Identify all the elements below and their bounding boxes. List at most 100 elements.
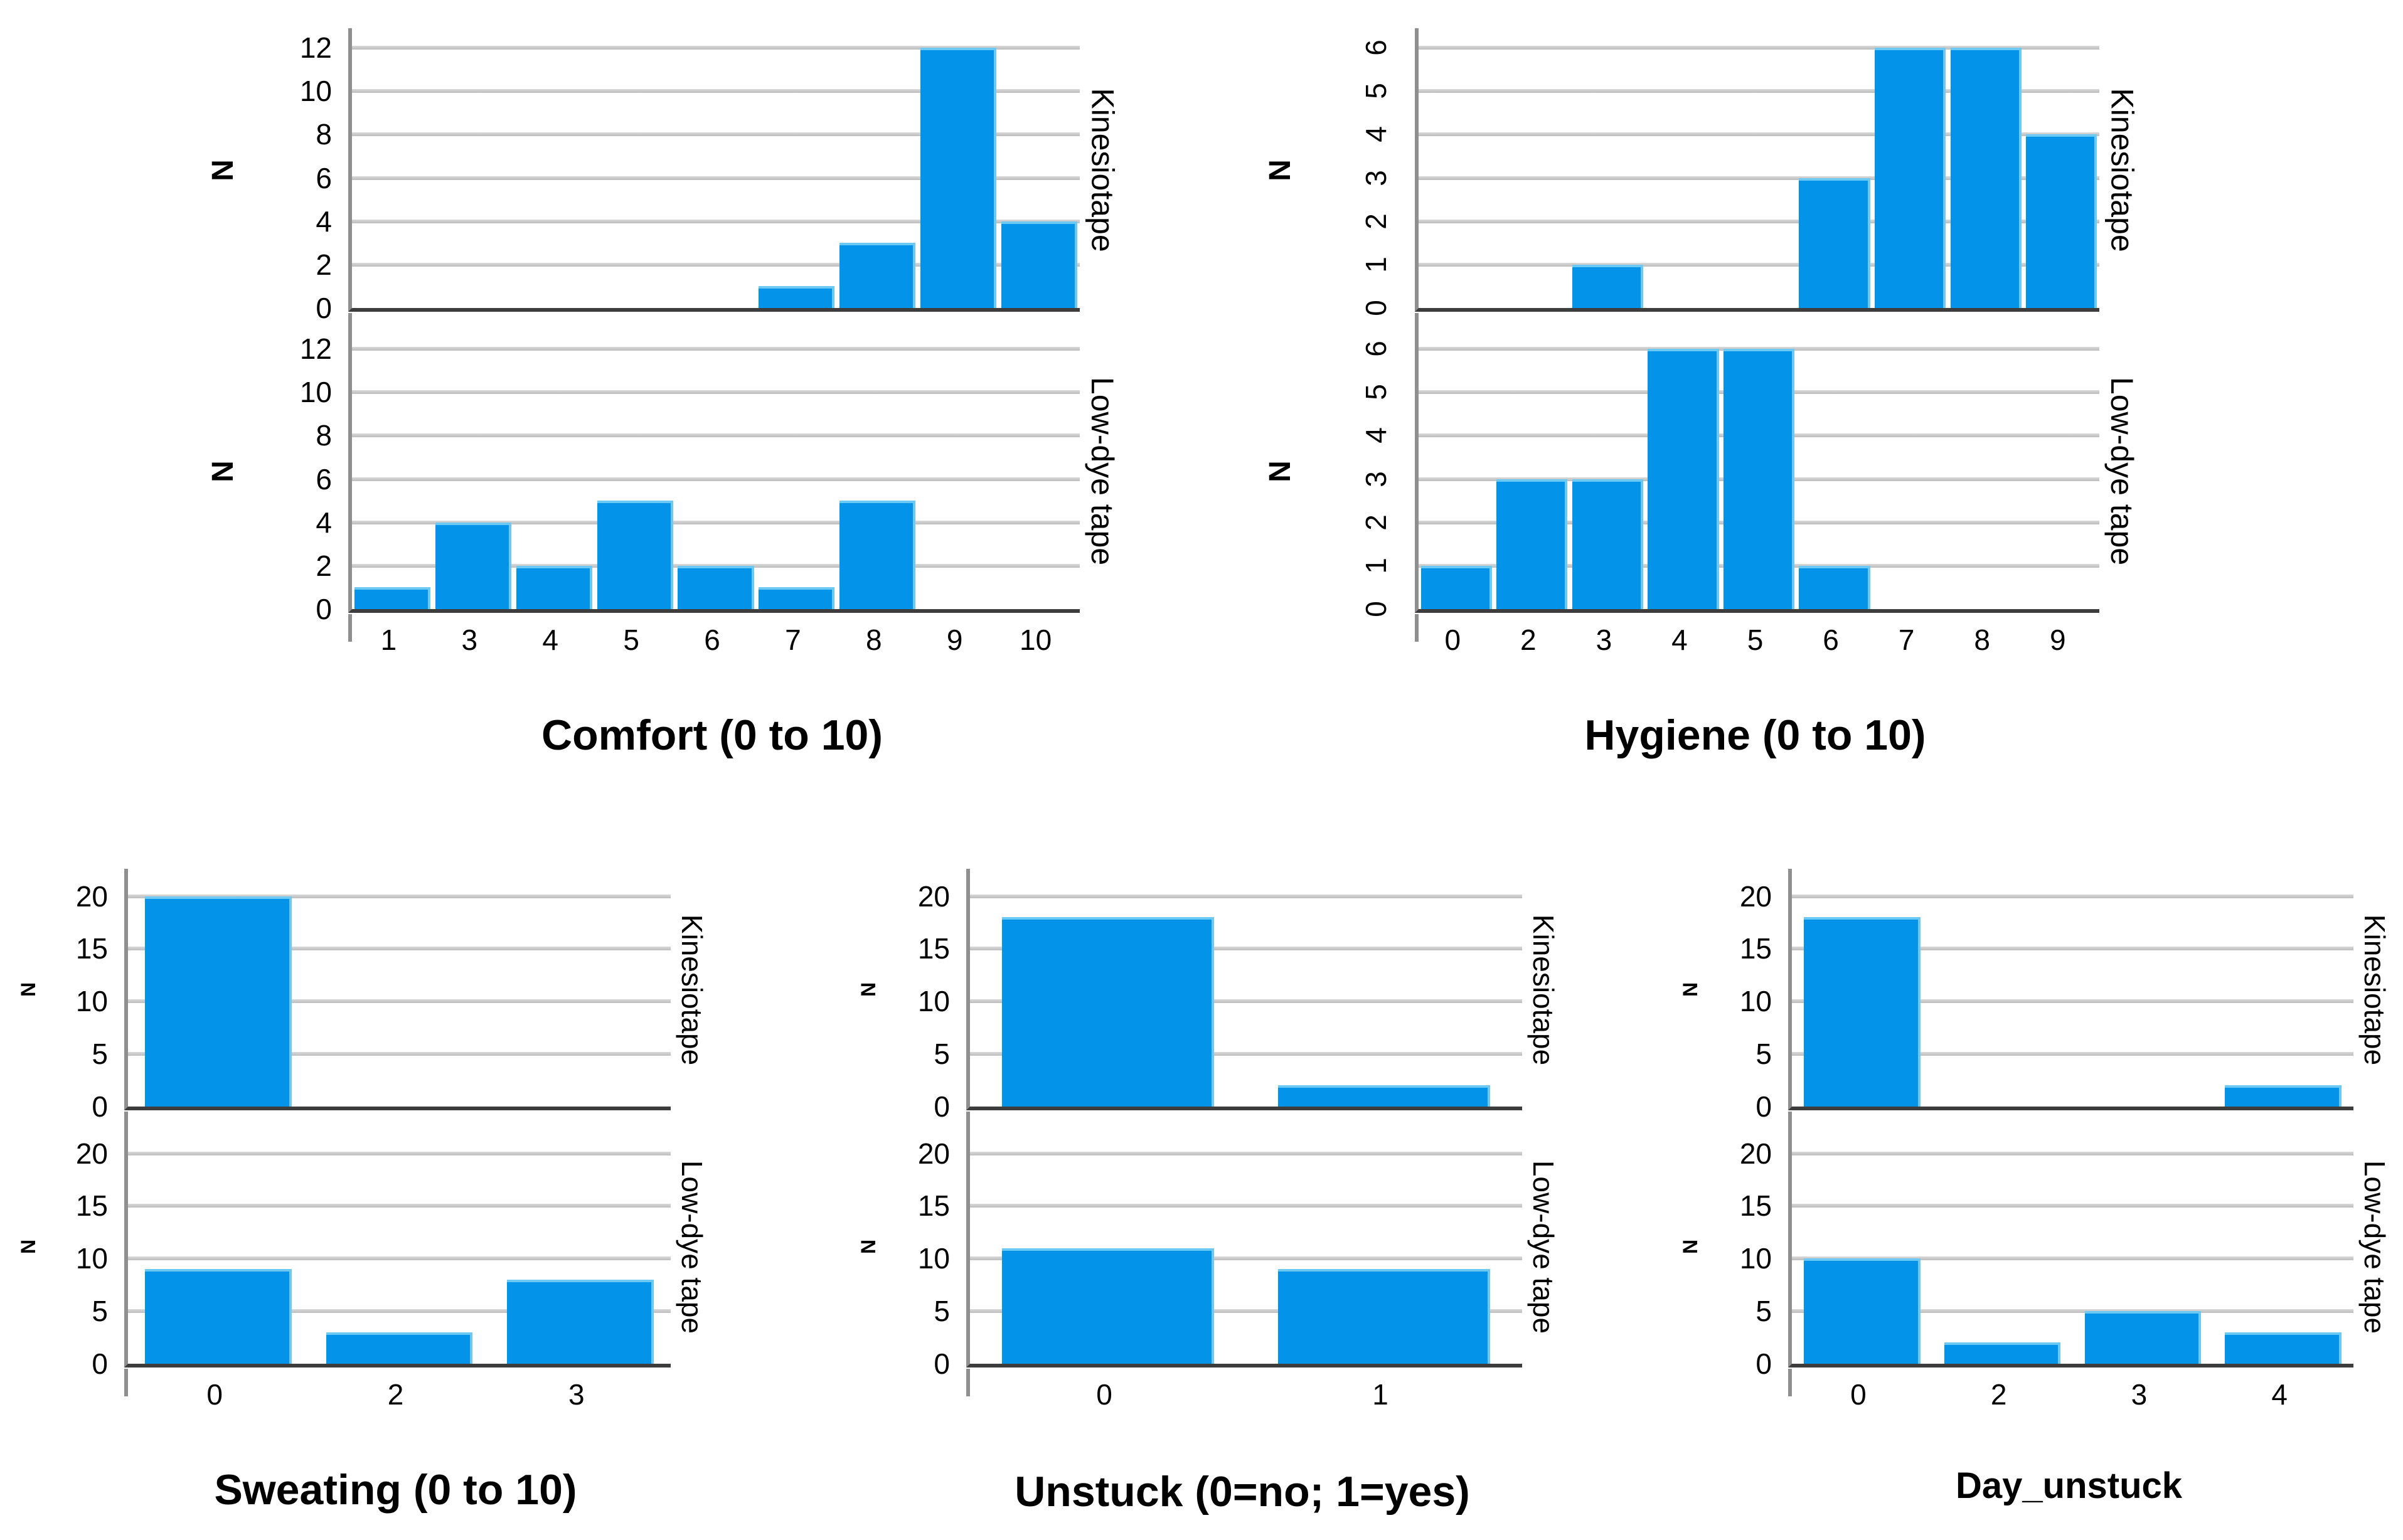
chart-day_unstuck: N 0 5 10 15 20 Kinesiotape N 0 5 10 15 20 Low-dye tap… [1669,869,2400,1535]
y-tick-label: 10 [75,1242,108,1275]
y-tick-label: 2 [316,248,332,281]
axis-tail [1788,1369,1792,1396]
y-tick-label: 5 [1756,1038,1772,1071]
y-tick-label: 12 [299,31,332,65]
x-tick-label: 9 [946,624,963,656]
panel-label: Low-dye tape [2350,1126,2400,1367]
y-tick-label: 5 [934,1295,950,1328]
y-tick-label: 10 [75,985,108,1018]
chart-sweating: N 0 5 10 15 20 Kinesiotape N 0 5 10 15 20 Low-dye tap… [5,869,717,1536]
y-axis-title-text: N [16,982,40,997]
y-tick-label: 10 [917,985,950,1018]
y-tick-label: 2 [316,549,332,582]
y-tick-label: 15 [1739,1189,1772,1223]
gridline [970,894,1522,898]
chart-title: Unstuck (0=no; 1=yes) [1015,1468,1470,1516]
x-tick-label: 3 [568,1378,585,1411]
y-tick-label: 0 [934,1090,950,1123]
gridline [1792,1204,2353,1208]
gridline [128,1256,671,1261]
gridline [1419,347,2099,351]
gridline [128,1309,671,1314]
y-axis-title: N [1669,1126,1713,1367]
y-tick-label: 0 [1360,300,1392,316]
bar [354,587,430,609]
panel-plot-top [966,869,1522,1139]
bar [1950,48,2022,308]
gridline [128,1052,671,1056]
bar [1799,565,1870,609]
bar [678,565,754,609]
panel-label: Kinesiotape [2350,869,2400,1110]
axis-tail [1415,313,1419,341]
y-tick-labels: 0 2 4 6 8 10 12 [257,28,348,322]
y-tick-label: 5 [1756,1295,1772,1328]
panel-label-text: Low-dye tape [1085,376,1121,566]
x-tick-label: 6 [1823,624,1839,656]
panel-label: Low-dye tape [2096,329,2149,613]
y-axis-title-text: N [1263,159,1297,181]
bar [1572,479,1644,609]
panel-label: Kinesiotape [1076,28,1129,312]
y-axis-title-text: N [1263,460,1297,482]
y-tick-label: 15 [917,1189,950,1223]
y-tick-label: 4 [316,506,332,539]
panel-label: Low-dye tape [1076,329,1129,613]
y-tick-label: 20 [75,879,108,913]
y-tick-label: 10 [299,75,332,108]
axis-tail [348,614,352,642]
gridline [352,520,1080,524]
gridline [1419,219,2099,223]
chart-unstuck: N 0 5 10 15 20 Kinesiotape N 0 5 10 15 20 Low-dye tap… [847,869,1569,1537]
bar [145,1269,292,1364]
x-tick-label: 2 [1520,624,1537,656]
y-axis-title: N [5,1126,52,1367]
y-tick-labels: 0 5 10 15 20 [891,869,966,1121]
x-tick-label: 3 [1596,624,1612,656]
y-axis-title: N [188,28,257,312]
x-tick-labels: 0 2 3 [124,1379,667,1413]
bar [1804,917,1921,1107]
bar [1420,565,1492,609]
gridline [352,262,1080,267]
y-tick-label: 4 [1360,126,1392,143]
y-axis-title-text: N [1679,982,1702,997]
bar [2225,1332,2342,1364]
x-tick-label: 4 [542,624,559,656]
panel-plot-top [348,28,1080,341]
y-tick-label: 0 [1756,1090,1772,1123]
gridline [128,999,671,1004]
bar [1277,1085,1491,1107]
y-tick-label: 20 [1739,879,1772,913]
panel-label-text: Low-dye tape [1527,1160,1560,1334]
chart-title: Comfort (0 to 10) [541,711,883,759]
panel-label-text: Low-dye tape [676,1160,708,1334]
y-tick-labels: 0 5 10 15 20 [52,869,124,1121]
y-tick-label: 6 [316,161,332,194]
y-tick-label: 15 [75,1189,108,1223]
x-tick-label: 0 [206,1378,223,1411]
x-tick-label: 0 [1096,1378,1112,1411]
bar [516,565,592,609]
y-tick-label: 1 [1360,257,1392,273]
y-tick-label: 20 [1739,1137,1772,1170]
gridline [1419,176,2099,180]
bar [1277,1269,1491,1364]
gridline [352,347,1080,351]
x-tick-labels: 0 2 3 4 [1788,1379,2350,1413]
y-axis-title: N [847,869,891,1110]
y-axis-title-text: N [206,159,240,181]
y-tick-label: 0 [934,1347,950,1380]
axis-tail [1415,614,1419,642]
panel-label-text: Kinesiotape [2104,88,2140,252]
y-tick-label: 12 [299,332,332,366]
y-tick-label: 10 [299,376,332,409]
x-tick-label: 5 [1747,624,1764,656]
axis-tail [966,1112,970,1139]
y-tick-labels: 0 1 2 3 4 5 6 [1305,28,1415,316]
gridline [352,132,1080,137]
y-tick-label: 20 [917,1137,950,1170]
axis-tail [124,1369,128,1396]
y-tick-label: 5 [1360,83,1392,100]
chart-hygiene: N 0 1 2 3 4 5 6 Kinesiotape N 0 1 2 3 4 5 6 Low-dye tape 0… [1255,28,2149,781]
